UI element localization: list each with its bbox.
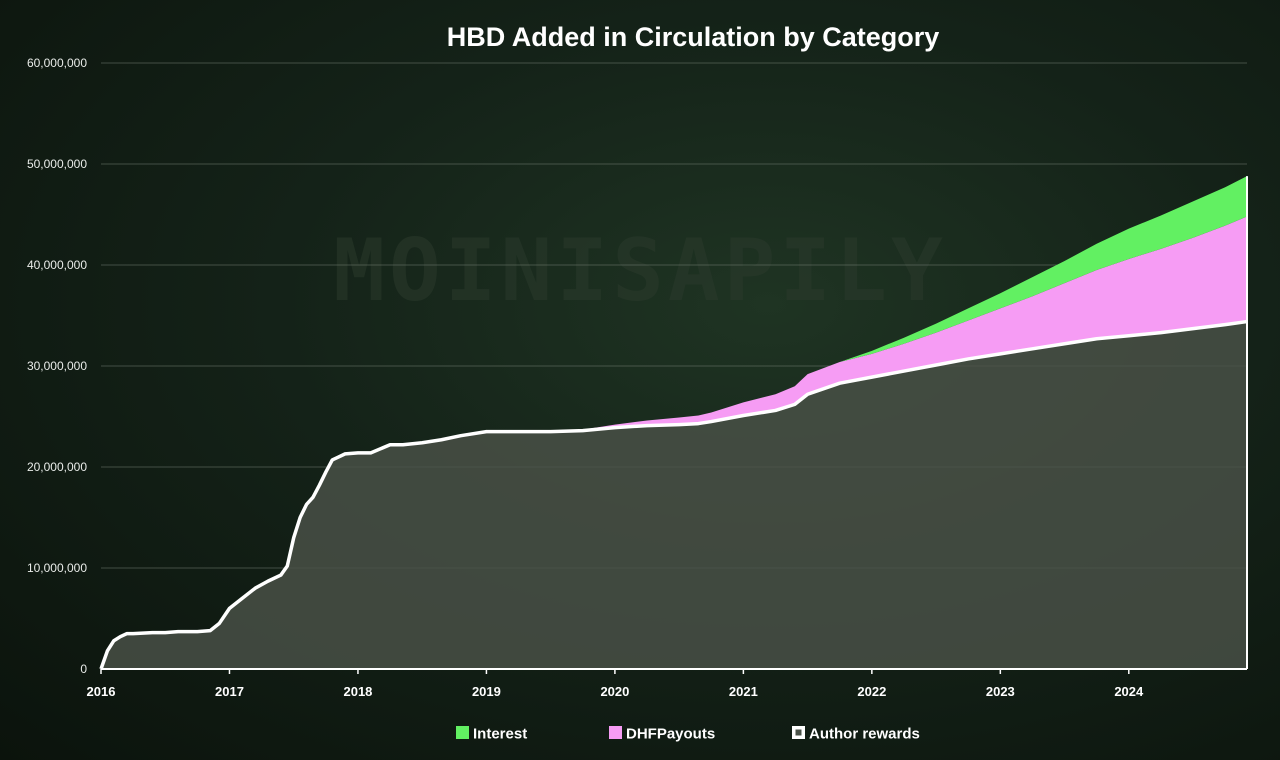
y-tick-label: 0 — [80, 662, 87, 676]
area-author-rewards — [101, 321, 1247, 669]
y-tick-label: 50,000,000 — [27, 157, 87, 171]
area-dhfpayouts — [101, 216, 1247, 669]
legend-swatch-dhfpayouts — [609, 726, 622, 739]
x-tick-label: 2021 — [729, 684, 758, 699]
chart-title: HBD Added in Circulation by Category — [447, 22, 940, 52]
legend-label-interest: Interest — [473, 726, 527, 743]
legend-label-author-rewards: Author rewards — [809, 726, 920, 743]
x-tick-label: 2022 — [857, 684, 886, 699]
legend-swatch-inner-author-rewards — [795, 729, 802, 736]
x-tick-label: 2016 — [87, 684, 116, 699]
x-tick-label: 2018 — [343, 684, 372, 699]
legend-swatch-interest — [456, 726, 469, 739]
x-tick-label: 2023 — [986, 684, 1015, 699]
line-author-rewards — [99, 319, 1248, 670]
y-tick-label: 20,000,000 — [27, 460, 87, 474]
watermark-text: MOINISAPILY — [333, 221, 947, 321]
legend-label-dhfpayouts: DHFPayouts — [626, 726, 715, 743]
x-tick-label: 2017 — [215, 684, 244, 699]
x-tick-label: 2024 — [1114, 684, 1144, 699]
x-tick-label: 2019 — [472, 684, 501, 699]
y-tick-label: 40,000,000 — [27, 258, 87, 272]
y-tick-label: 10,000,000 — [27, 561, 87, 575]
y-tick-label: 30,000,000 — [27, 359, 87, 373]
y-tick-label: 60,000,000 — [27, 56, 87, 70]
x-tick-label: 2020 — [600, 684, 629, 699]
